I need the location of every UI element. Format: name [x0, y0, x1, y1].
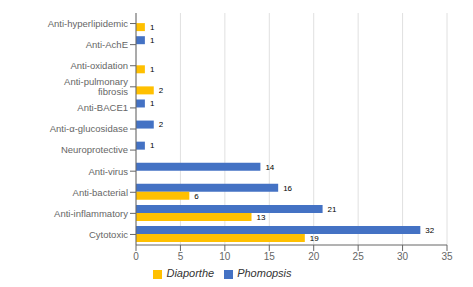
svg-text:19: 19: [310, 234, 319, 243]
svg-text:Anti-inflammatory: Anti-inflammatory: [54, 208, 128, 219]
svg-text:Anti-virus: Anti-virus: [88, 166, 128, 177]
svg-text:Anti-pulmonaryfibrosis: Anti-pulmonaryfibrosis: [64, 76, 128, 97]
svg-text:10: 10: [219, 251, 231, 262]
svg-text:2: 2: [159, 120, 164, 129]
svg-text:13: 13: [257, 213, 266, 222]
svg-text:30: 30: [397, 251, 409, 262]
svg-text:32: 32: [425, 226, 434, 235]
svg-text:16: 16: [283, 184, 292, 193]
svg-text:Cytotoxic: Cytotoxic: [89, 229, 128, 240]
svg-text:Anti-bacterial: Anti-bacterial: [73, 187, 128, 198]
svg-text:1: 1: [150, 36, 155, 45]
svg-text:15: 15: [264, 251, 276, 262]
html-text:Phomopsis: Phomopsis: [237, 267, 292, 279]
svg-text:Anti-BACE1: Anti-BACE1: [77, 102, 128, 113]
svg-text:Anti-α-glucosidase: Anti-α-glucosidase: [50, 123, 128, 134]
svg-text:20: 20: [308, 251, 320, 262]
svg-text:1: 1: [150, 141, 155, 150]
svg-text:25: 25: [353, 251, 365, 262]
html-text:Diaporthe: Diaporthe: [166, 267, 215, 279]
svg-text:2: 2: [159, 86, 164, 95]
svg-text:Anti-hyperlipidemic: Anti-hyperlipidemic: [48, 18, 129, 29]
svg-text:5: 5: [178, 251, 184, 262]
svg-text:Anti-oxidation: Anti-oxidation: [70, 60, 128, 71]
svg-text:1: 1: [150, 65, 155, 74]
svg-text:Neuroprotective: Neuroprotective: [61, 144, 128, 155]
svg-text:21: 21: [328, 205, 337, 214]
svg-text:35: 35: [441, 251, 453, 262]
svg-text:6: 6: [194, 192, 199, 201]
svg-text:1: 1: [150, 23, 155, 32]
svg-text:Anti-AchE: Anti-AchE: [86, 39, 128, 50]
svg-text:14: 14: [265, 163, 274, 172]
svg-text:0: 0: [133, 251, 139, 262]
svg-text:1: 1: [150, 99, 155, 108]
